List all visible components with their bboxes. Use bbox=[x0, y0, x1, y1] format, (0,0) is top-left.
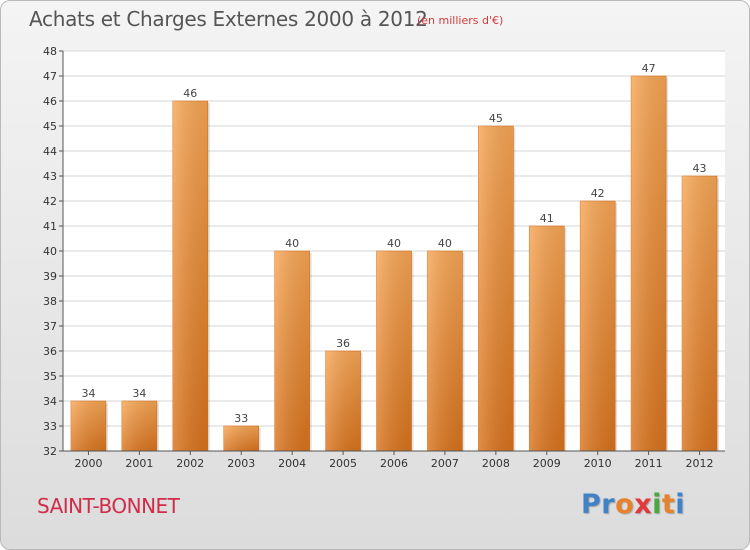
y-tick-label: 40 bbox=[43, 245, 57, 258]
y-tick-label: 44 bbox=[43, 145, 57, 158]
bar-shade bbox=[274, 251, 310, 451]
proxiti-logo: Proxiti bbox=[581, 489, 685, 520]
y-tick-label: 32 bbox=[43, 445, 57, 458]
value-label: 46 bbox=[183, 87, 197, 100]
x-tick-label: 2004 bbox=[278, 457, 306, 470]
bar-shade bbox=[376, 251, 412, 451]
bar-shade bbox=[631, 76, 667, 451]
y-tick-label: 47 bbox=[43, 70, 57, 83]
x-tick-label: 2000 bbox=[74, 457, 102, 470]
value-label: 40 bbox=[438, 237, 452, 250]
x-axis: 2000 2001 2002 2003 2004 2005 2006 2007 2008 2009… bbox=[63, 450, 725, 470]
bar-shade bbox=[121, 401, 157, 451]
bar-shade bbox=[70, 401, 106, 451]
y-tick-label: 33 bbox=[43, 420, 57, 433]
x-tick-label: 2011 bbox=[635, 457, 663, 470]
y-tick-label: 46 bbox=[43, 95, 57, 108]
place-name: SAINT-BONNET bbox=[37, 494, 180, 518]
bar-shade bbox=[223, 426, 259, 451]
y-tick-label: 39 bbox=[43, 270, 57, 283]
chart-subtitle: (en milliers d'€) bbox=[417, 14, 504, 27]
y-tick-label: 38 bbox=[43, 295, 57, 308]
value-label: 45 bbox=[489, 112, 503, 125]
x-tick-label: 2005 bbox=[329, 457, 357, 470]
value-label: 34 bbox=[132, 387, 146, 400]
x-tick-label: 2001 bbox=[125, 457, 153, 470]
y-tick-label: 45 bbox=[43, 120, 57, 133]
value-label: 36 bbox=[336, 337, 350, 350]
value-label: 40 bbox=[387, 237, 401, 250]
value-label: 33 bbox=[234, 412, 248, 425]
chart-title: Achats et Charges Externes 2000 à 2012 bbox=[29, 7, 428, 31]
logo-letter: i bbox=[675, 489, 686, 520]
y-tick-label: 41 bbox=[43, 220, 57, 233]
y-tick-label: 48 bbox=[43, 45, 57, 58]
y-tick-label: 42 bbox=[43, 195, 57, 208]
x-tick-label: 2008 bbox=[482, 457, 510, 470]
value-label: 40 bbox=[285, 237, 299, 250]
y-tick-label: 37 bbox=[43, 320, 57, 333]
x-tick-label: 2003 bbox=[227, 457, 255, 470]
value-label: 47 bbox=[642, 62, 656, 75]
y-tick-label: 43 bbox=[43, 170, 57, 183]
logo-letter: t bbox=[661, 489, 676, 520]
x-tick-label: 2012 bbox=[686, 457, 714, 470]
bar-shade bbox=[529, 226, 565, 451]
bar-shade bbox=[172, 101, 208, 451]
x-tick-label: 2009 bbox=[533, 457, 561, 470]
value-label: 41 bbox=[540, 212, 554, 225]
x-tick-label: 2006 bbox=[380, 457, 408, 470]
y-tick-label: 36 bbox=[43, 345, 57, 358]
x-tick-label: 2002 bbox=[176, 457, 204, 470]
value-label: 43 bbox=[693, 162, 707, 175]
logo-letter: P bbox=[581, 489, 602, 520]
x-tick-label: 2010 bbox=[584, 457, 612, 470]
logo-letter: o bbox=[615, 489, 635, 520]
bars: 34 34 46 33 40 36 40 40 45 41 42 47 43 bbox=[70, 62, 720, 452]
logo-letter: r bbox=[601, 489, 616, 520]
y-tick-label: 34 bbox=[43, 395, 57, 408]
bar-shade bbox=[682, 176, 718, 451]
logo-letter: i bbox=[652, 489, 662, 520]
logo-letter: x bbox=[634, 489, 653, 520]
value-label: 34 bbox=[81, 387, 95, 400]
bar-shade bbox=[580, 201, 616, 451]
y-tick-label: 35 bbox=[43, 370, 57, 383]
x-tick-label: 2007 bbox=[431, 457, 459, 470]
y-axis: 32 33 34 35 36 37 38 39 40 41 42 43 44 45 46 47 48 bbox=[43, 45, 64, 458]
value-label: 42 bbox=[591, 187, 605, 200]
bar-shade bbox=[325, 351, 361, 451]
bar-shade bbox=[427, 251, 463, 451]
bar-shade bbox=[478, 126, 514, 451]
